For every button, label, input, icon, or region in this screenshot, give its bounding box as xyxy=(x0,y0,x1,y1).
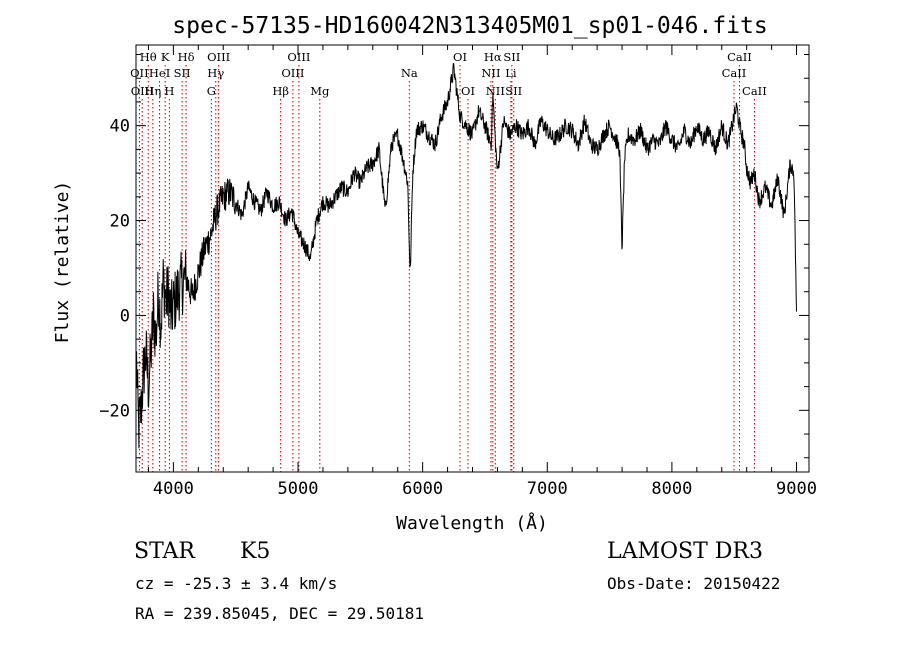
object-class: STAR xyxy=(134,539,195,564)
chart-title: spec-57135-HD160042N313405M01_sp01-046.f… xyxy=(172,13,767,39)
line-label: Li xyxy=(505,66,517,80)
x-axis-label: Wavelength (Å) xyxy=(396,512,548,534)
line-label: OIII xyxy=(287,50,310,64)
redshift-velocity: cz = -25.3 ± 3.4 km/s xyxy=(135,574,338,593)
survey-label: LAMOST DR3 xyxy=(607,539,763,564)
line-label: Mg xyxy=(310,84,330,98)
observation-date: Obs-Date: 20150422 xyxy=(607,574,781,593)
line-label: SII xyxy=(174,66,191,80)
spectrum-series xyxy=(136,63,797,449)
line-label: Hα xyxy=(484,50,502,64)
x-tick-label: 6000 xyxy=(402,479,443,499)
object-subclass: K5 xyxy=(240,539,271,564)
line-label: OII xyxy=(130,66,149,80)
coordinates: RA = 239.85045, DEC = 29.50181 xyxy=(135,604,424,623)
line-label: Hβ xyxy=(272,84,289,98)
x-tick-label: 5000 xyxy=(278,479,319,499)
line-label: G xyxy=(207,84,216,98)
spectrum-line xyxy=(136,63,797,449)
line-label: Hη xyxy=(144,84,161,98)
line-label: H xyxy=(164,84,174,98)
line-label: SII xyxy=(503,50,520,64)
line-label: HeI xyxy=(149,66,170,80)
plot-frame xyxy=(135,44,810,473)
line-label: OIII xyxy=(207,50,230,64)
line-label: Hθ xyxy=(140,50,157,64)
line-label: K xyxy=(161,50,170,64)
line-label: SII xyxy=(505,84,522,98)
line-label: OI xyxy=(461,84,475,98)
line-label: Hγ xyxy=(207,66,224,80)
line-label: Hδ xyxy=(178,50,195,64)
y-axis-label: Flux (relative) xyxy=(52,181,73,344)
x-tick-label: 4000 xyxy=(153,479,194,499)
x-tick-label: 9000 xyxy=(776,479,817,499)
x-tick-label: 7000 xyxy=(527,479,568,499)
y-tick-label: 20 xyxy=(110,212,130,232)
line-label: CaII xyxy=(742,84,767,98)
line-label: CaII xyxy=(727,50,752,64)
y-tick-label: 0 xyxy=(120,306,130,326)
y-tick-label: −20 xyxy=(99,401,130,421)
line-label: OIII xyxy=(281,66,304,80)
axis-ticks: 4000 5000 6000 7000 8000 9000 −20 0 20 40 xyxy=(99,45,817,499)
line-label: CaII xyxy=(722,66,747,80)
x-tick-label: 8000 xyxy=(651,479,692,499)
line-label: NII xyxy=(486,84,505,98)
line-label: NII xyxy=(481,66,500,80)
line-label: Na xyxy=(401,66,418,80)
line-label: OI xyxy=(453,50,467,64)
y-tick-label: 40 xyxy=(110,117,130,137)
